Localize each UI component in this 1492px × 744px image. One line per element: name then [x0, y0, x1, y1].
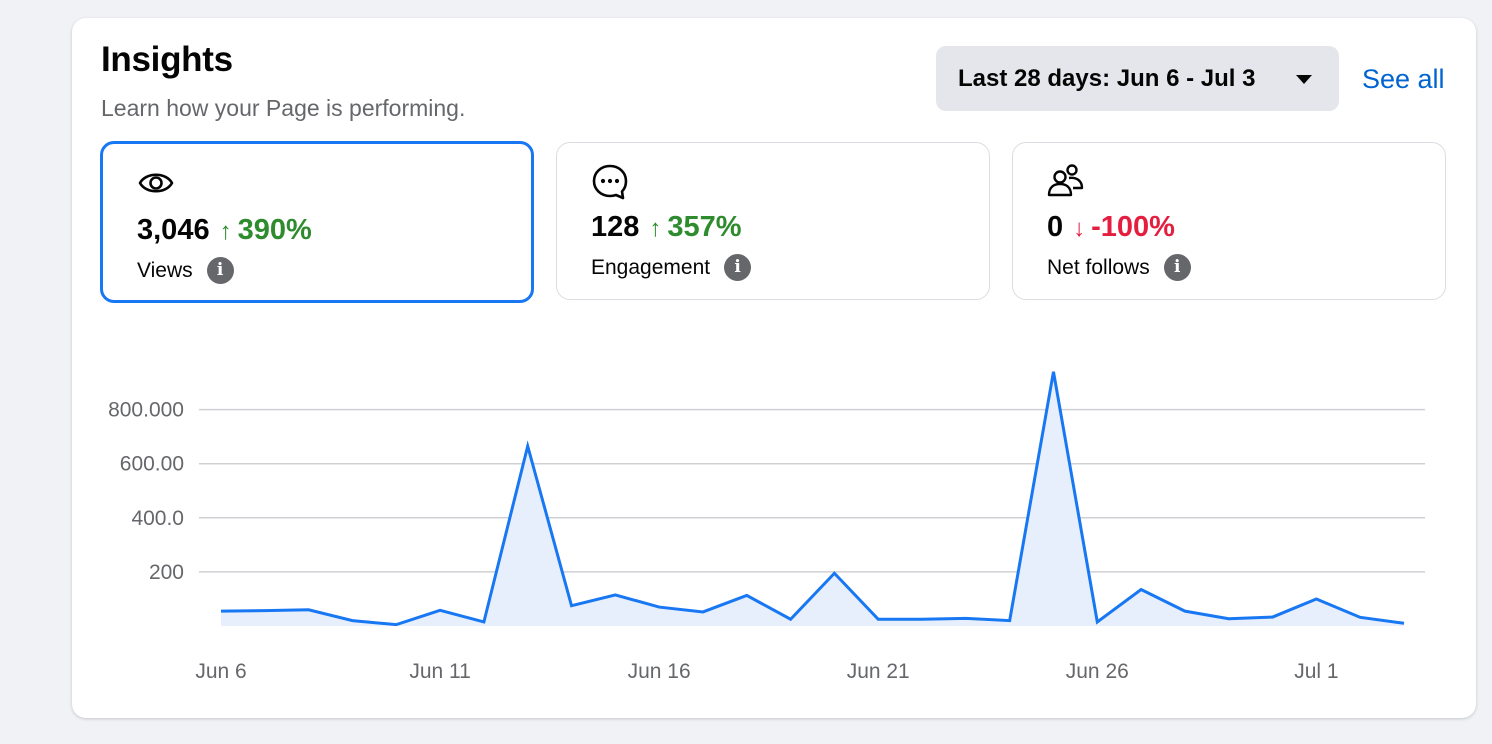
- info-icon[interactable]: i: [724, 254, 752, 281]
- metric-value: 128 ↑ 357%: [591, 211, 742, 244]
- y-tick-label: 400.0: [131, 507, 184, 530]
- y-tick-label: 200: [149, 561, 184, 584]
- metric-card-views[interactable]: 3,046 ↑ 390% Views i: [100, 141, 534, 303]
- x-tick-label: Jun 6: [195, 660, 246, 683]
- date-range-dropdown[interactable]: Last 28 days: Jun 6 - Jul 3: [936, 46, 1339, 111]
- metric-label: Net follows i: [1047, 254, 1191, 281]
- x-tick-label: Jun 16: [628, 660, 691, 683]
- arrow-up-icon: ↑: [219, 218, 232, 245]
- metric-change: ↑ 390%: [220, 214, 312, 247]
- people-icon: [1047, 164, 1084, 197]
- metric-number: 3,046: [137, 214, 210, 246]
- metric-card-engagement[interactable]: 128 ↑ 357% Engagement i: [556, 142, 990, 300]
- arrow-up-icon: ↑: [649, 215, 662, 242]
- y-tick-label: 600.00: [120, 453, 184, 476]
- x-tick-label: Jun 21: [847, 660, 910, 683]
- info-icon[interactable]: i: [1163, 254, 1191, 281]
- metric-label-text: Engagement: [591, 255, 711, 279]
- metric-label-text: Views: [137, 258, 193, 282]
- metric-number: 128: [591, 211, 640, 243]
- x-tick-label: Jul 1: [1294, 660, 1338, 683]
- arrow-down-icon: ↓: [1073, 215, 1086, 242]
- caret-down-icon: [1296, 75, 1312, 84]
- series-area: [221, 371, 1404, 626]
- metric-change-value: 390%: [237, 214, 312, 246]
- metric-label: Views i: [137, 257, 234, 284]
- x-tick-label: Jun 11: [409, 660, 471, 683]
- date-range-label: Last 28 days: Jun 6 - Jul 3: [958, 64, 1256, 92]
- metric-change-value: -100%: [1091, 211, 1175, 243]
- metric-change: ↑ 357%: [649, 211, 741, 244]
- x-tick-label: Jun 26: [1066, 660, 1129, 683]
- see-all-link[interactable]: See all: [1362, 64, 1445, 94]
- y-tick-label: 800.000: [108, 399, 184, 422]
- eye-icon: [138, 173, 174, 193]
- metric-value: 3,046 ↑ 390%: [137, 214, 312, 247]
- chat-bubble-icon: [592, 164, 628, 200]
- metric-label: Engagement i: [591, 254, 752, 281]
- metric-change-value: 357%: [667, 211, 742, 243]
- page-subtitle: Learn how your Page is performing.: [101, 95, 466, 121]
- metric-value: 0 ↓ -100%: [1047, 211, 1175, 244]
- insights-card: Insights Learn how your Page is performi…: [72, 18, 1476, 718]
- series-line: [220, 371, 1405, 627]
- metric-change: ↓ -100%: [1073, 211, 1175, 244]
- page-title: Insights: [101, 40, 233, 79]
- metric-card-net-follows[interactable]: 0 ↓ -100% Net follows i: [1012, 142, 1446, 300]
- metric-label-text: Net follows: [1047, 255, 1150, 279]
- views-chart: 200 400.0 600.00 800.000 Jun 6 Jun 11 Jun 16 Ju…: [108, 371, 1425, 683]
- info-icon[interactable]: i: [206, 257, 234, 284]
- metric-number: 0: [1047, 211, 1064, 243]
